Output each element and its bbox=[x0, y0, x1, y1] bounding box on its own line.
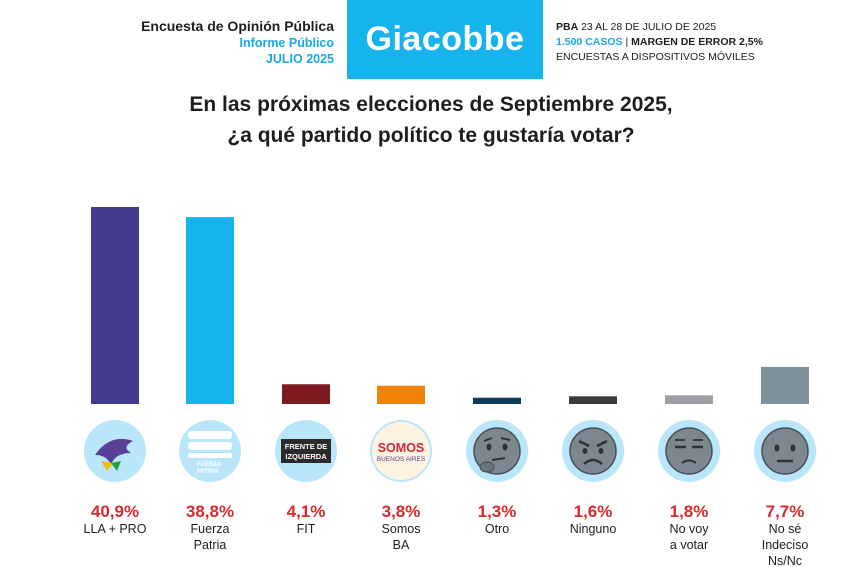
thinking-face-icon bbox=[466, 420, 528, 482]
somos-bg bbox=[372, 422, 430, 480]
face-6 bbox=[665, 427, 713, 475]
value-label-6: 1,8% bbox=[670, 502, 709, 521]
fp-stripe-1 bbox=[188, 431, 232, 439]
fit-box bbox=[281, 439, 331, 463]
category-label-7-1: Indeciso bbox=[762, 538, 809, 552]
brand-logo: Giacobbe bbox=[347, 0, 543, 79]
sample-size: 1.500 CASOS bbox=[556, 36, 623, 48]
category-label-7-0: No sé bbox=[769, 522, 802, 536]
eye-left bbox=[582, 448, 588, 454]
value-label-1: 38,8% bbox=[186, 502, 234, 521]
info-separator: | bbox=[625, 36, 629, 48]
face-7 bbox=[761, 427, 809, 475]
category-label-3-1: BA bbox=[393, 538, 410, 552]
bar-2 bbox=[282, 384, 330, 404]
value-label-5: 1,6% bbox=[574, 502, 613, 521]
report-date: JULIO 2025 bbox=[265, 52, 334, 66]
eye-left bbox=[486, 443, 492, 451]
value-label-0: 40,9% bbox=[91, 502, 139, 521]
bar-7 bbox=[761, 366, 809, 404]
bar-0 bbox=[91, 207, 139, 404]
eye-right bbox=[502, 443, 508, 451]
hand bbox=[479, 461, 495, 473]
bar-5 bbox=[569, 396, 617, 404]
face-5 bbox=[569, 427, 617, 475]
category-label-4-0: Otro bbox=[485, 522, 509, 536]
value-label-7: 7,7% bbox=[766, 502, 805, 521]
category-label-1-1: Patria bbox=[194, 538, 227, 552]
bar-1 bbox=[186, 217, 234, 404]
chart-question: En las próximas elecciones de Septiembre… bbox=[0, 89, 862, 151]
brow-left bbox=[483, 437, 493, 442]
fit-text-1: FRENTE DE bbox=[285, 442, 328, 451]
lla-bird-shape bbox=[95, 438, 133, 465]
category-label-7-2: Ns/Nc bbox=[768, 554, 802, 567]
mouth bbox=[681, 459, 697, 464]
eye-right bbox=[598, 448, 604, 454]
angry-face-icon bbox=[562, 420, 624, 482]
fp-text-2: PATRIA bbox=[197, 469, 219, 475]
lla-accent-yellow bbox=[101, 461, 113, 471]
value-label-3: 3,8% bbox=[382, 502, 421, 521]
neutral-face-icon bbox=[754, 420, 816, 482]
category-label-2-0: FIT bbox=[297, 522, 316, 536]
bar-4 bbox=[473, 397, 521, 404]
region-label: PBA bbox=[556, 21, 579, 33]
survey-header: Encuesta de Opinión Pública Informe Públ… bbox=[40, 17, 334, 67]
mouth bbox=[583, 458, 603, 465]
error-margin: MARGEN DE ERROR 2,5% bbox=[631, 36, 763, 48]
unamused-face-icon bbox=[658, 420, 720, 482]
category-label-3-0: Somos bbox=[382, 522, 421, 536]
brow-right bbox=[596, 439, 608, 448]
category-label-6-0: No voy bbox=[670, 522, 710, 536]
lla-pro-logo-icon bbox=[84, 420, 146, 482]
somos-text-2: BUENOS AIRES bbox=[377, 456, 426, 463]
eye-right bbox=[790, 444, 796, 452]
survey-title: Encuesta de Opinión Pública bbox=[141, 18, 334, 34]
question-line-1: En las próximas elecciones de Septiembre… bbox=[189, 93, 673, 116]
question-line-2: ¿a qué partido político te gustaría vota… bbox=[227, 124, 635, 147]
bar-3 bbox=[377, 385, 425, 404]
value-label-4: 1,3% bbox=[478, 502, 517, 521]
bar-6 bbox=[665, 395, 713, 404]
fp-stripe-2 bbox=[188, 442, 232, 450]
fp-stripe-3 bbox=[188, 453, 232, 458]
category-label-6-1: a votar bbox=[670, 538, 708, 552]
eye-left bbox=[774, 444, 780, 452]
category-label-1-0: Fuerza bbox=[191, 522, 230, 536]
brow-right bbox=[500, 437, 511, 441]
lla-accent-green bbox=[111, 461, 121, 471]
field-dates: 23 AL 28 DE JULIO DE 2025 bbox=[581, 21, 717, 33]
survey-info: PBA 23 AL 28 DE JULIO DE 2025 1.500 CASO… bbox=[556, 20, 763, 65]
brow-left bbox=[578, 439, 590, 448]
fit-text-2: IZQUIERDA bbox=[285, 452, 327, 461]
value-label-2: 4,1% bbox=[287, 502, 326, 521]
mouth bbox=[491, 457, 506, 461]
survey-method: ENCUESTAS A DISPOSITIVOS MÓVILES bbox=[556, 51, 755, 63]
category-label-0-0: LLA + PRO bbox=[84, 522, 147, 536]
report-type: Informe Público bbox=[239, 36, 334, 50]
category-label-5-0: Ninguno bbox=[570, 522, 617, 536]
fp-text-1: FUERZA bbox=[197, 462, 222, 468]
somos-text-1: SOMOS bbox=[378, 441, 425, 455]
